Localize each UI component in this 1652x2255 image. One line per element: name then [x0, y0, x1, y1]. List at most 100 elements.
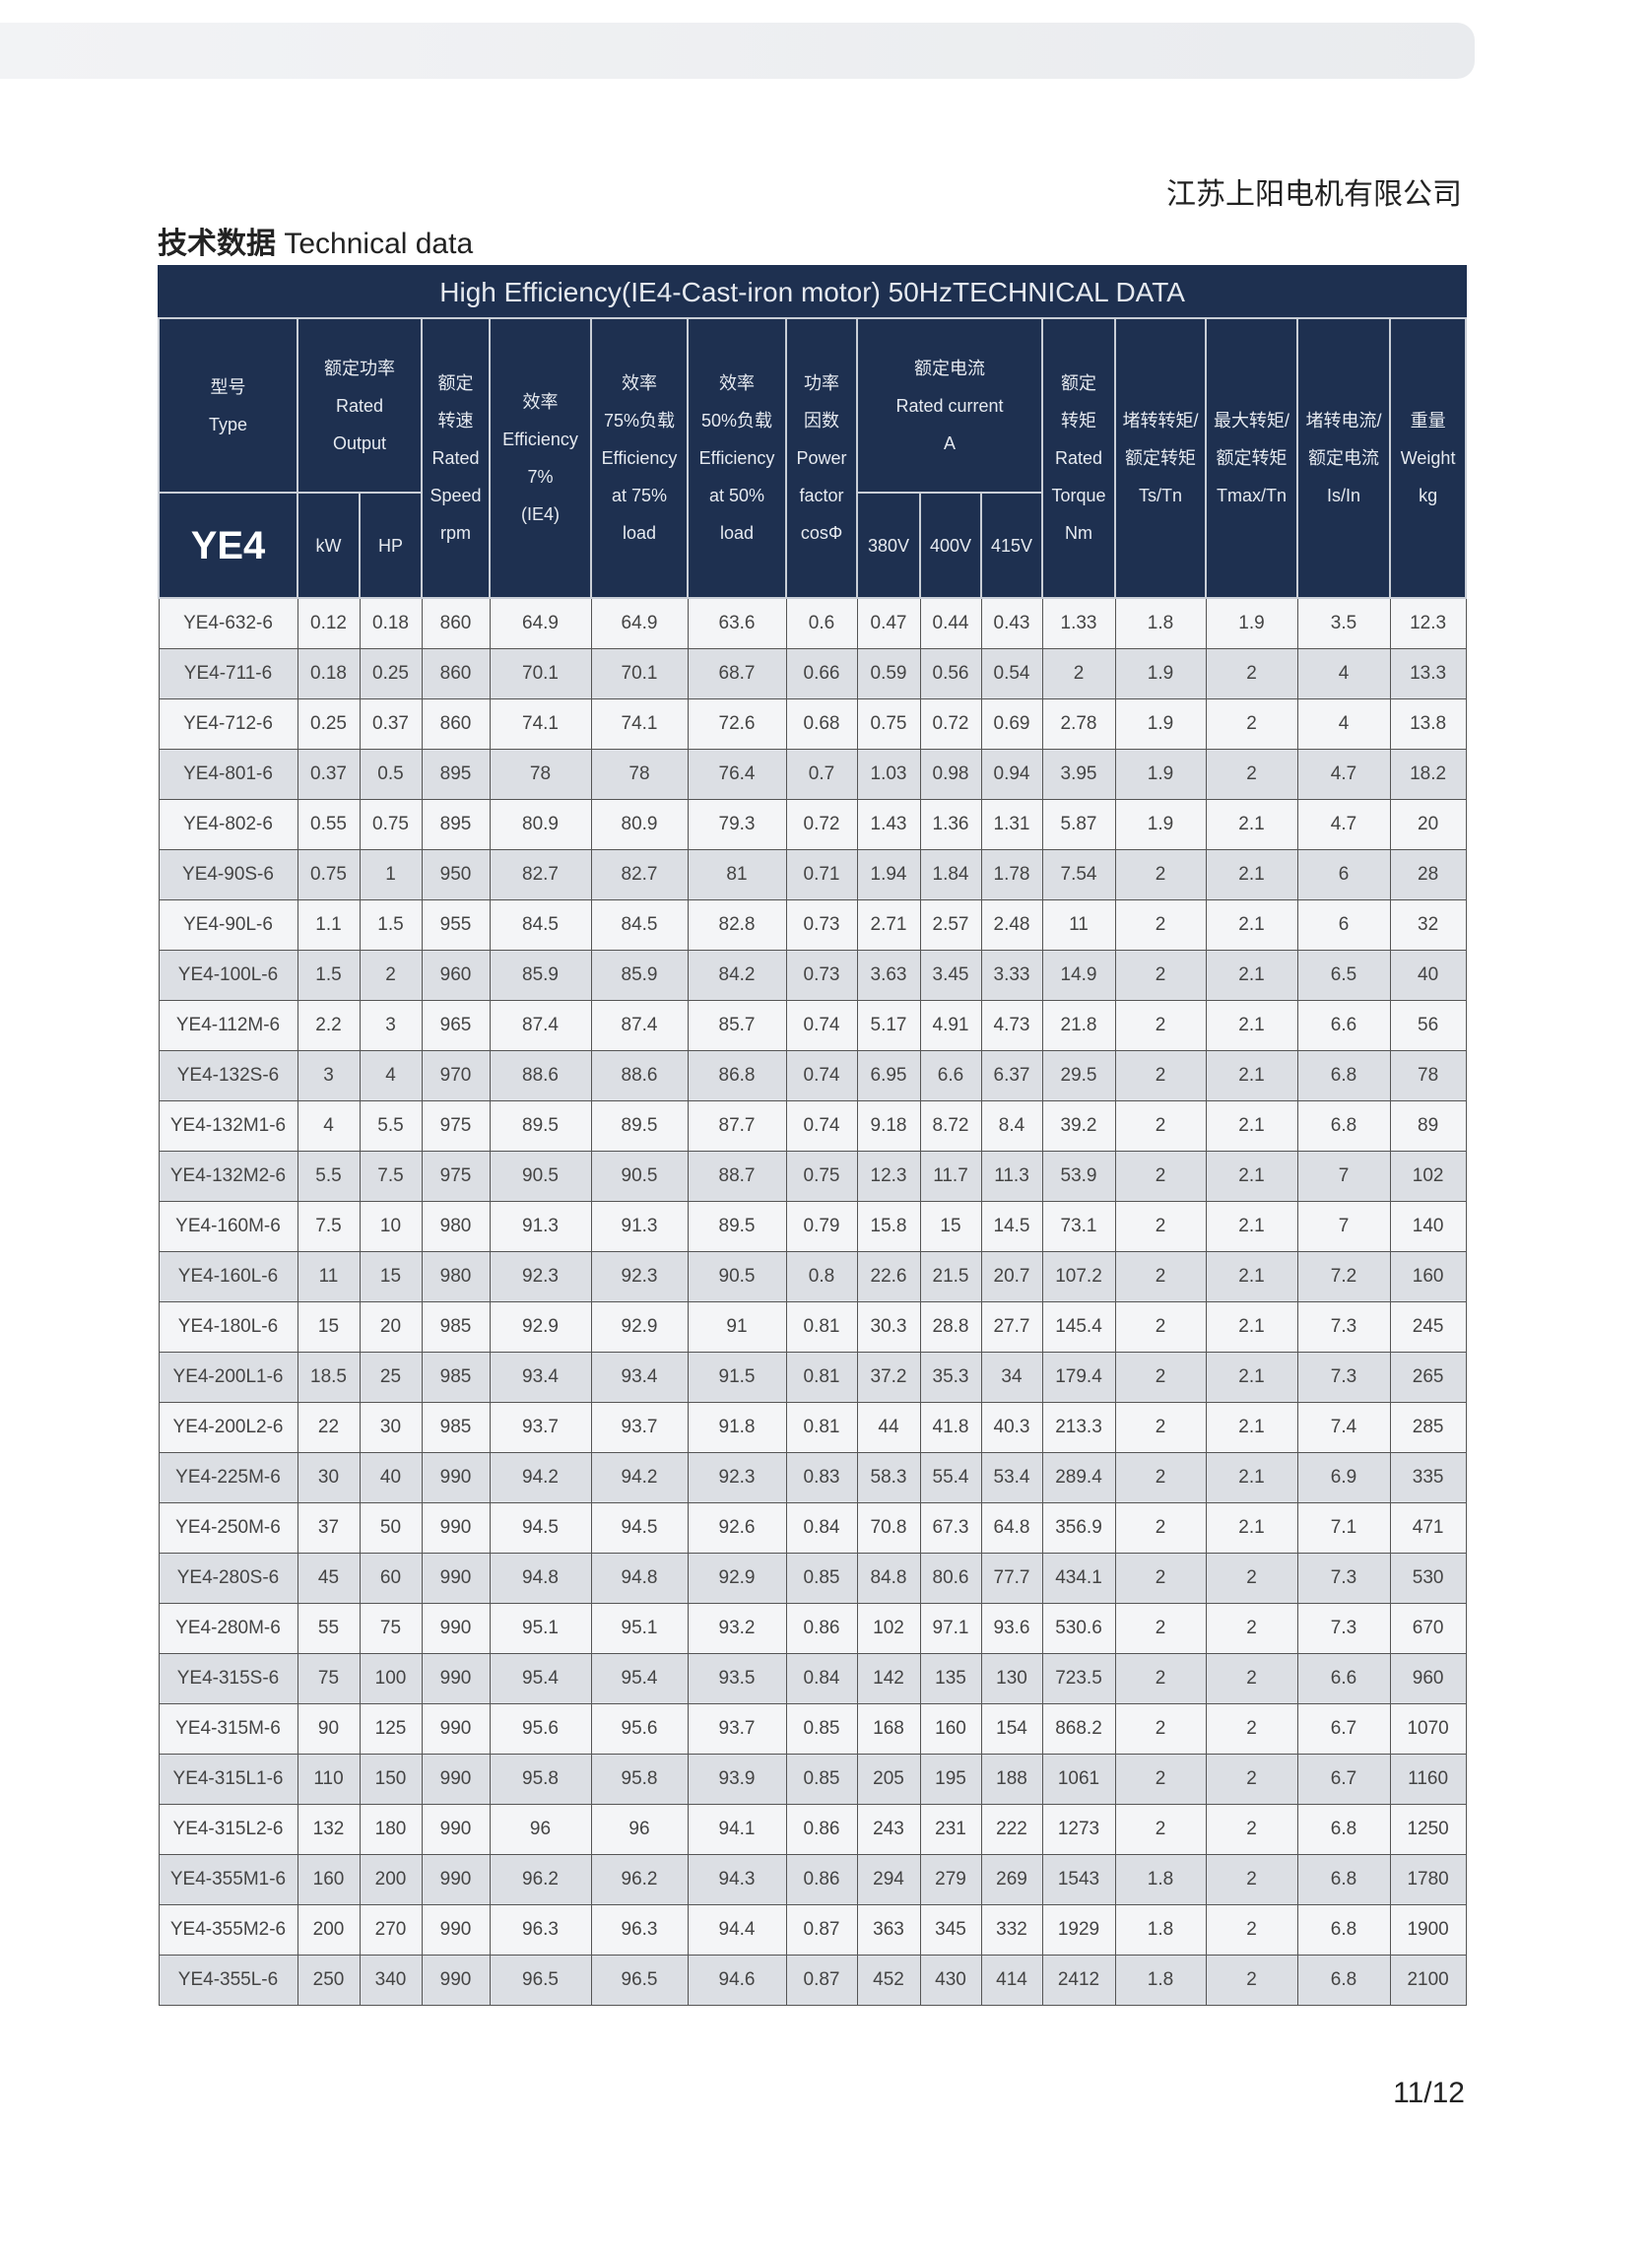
table-cell: 0.87 [785, 1955, 858, 2006]
table-cell: 96.3 [489, 1904, 592, 1956]
table-cell: 75 [359, 1603, 423, 1654]
table-row: YE4-132M1-6 4 5.5 975 89.5 89.5 87.7 0.74 9.18 8.… [158, 1100, 1467, 1152]
table-row: YE4-802-6 0.55 0.75 895 80.9 80.9 79.3 0.72 1.43… [158, 799, 1467, 850]
table-cell: 12.3 [856, 1151, 921, 1202]
table-cell: 132 [297, 1804, 361, 1855]
table-cell: 1.31 [980, 799, 1043, 850]
header-type: 型号 Type [158, 317, 298, 494]
table-cell: 6.95 [856, 1050, 921, 1101]
header-line: 型号 [210, 376, 246, 397]
table-row: YE4-90S-6 0.75 1 950 82.7 82.7 81 0.71 1.94 1.84 1… [158, 849, 1467, 900]
table-cell: 154 [980, 1703, 1043, 1755]
table-cell: 332 [980, 1904, 1043, 1956]
table-cell: 5.87 [1041, 799, 1116, 850]
header-hp: HP [359, 492, 423, 599]
table-cell: 0.86 [785, 1854, 858, 1905]
table-cell: 895 [421, 799, 491, 850]
table-cell: 3 [297, 1050, 361, 1101]
table-cell: 94.4 [687, 1904, 787, 1956]
header-eff75: 效率 75%负载 Efficiency at 75% load [590, 317, 689, 599]
table-cell: 0.71 [785, 849, 858, 900]
table-cell: 2 [1114, 1653, 1207, 1704]
table-cell: 95.6 [590, 1703, 689, 1755]
page-number: 11/12 [1393, 2077, 1465, 2109]
table-cell: 1.78 [980, 849, 1043, 900]
table-cell: 8.72 [919, 1100, 982, 1152]
table-cell: 4.7 [1296, 749, 1391, 800]
table-cell: 269 [980, 1854, 1043, 1905]
table-cell: 2 [1114, 1050, 1207, 1101]
table-cell: 6 [1296, 899, 1391, 951]
header-speed: 额定 转速 Rated Speed rpm [421, 317, 491, 599]
table-cell: 11 [1041, 899, 1116, 951]
table-cell: 2.1 [1205, 1352, 1298, 1403]
table-cell: 723.5 [1041, 1653, 1116, 1704]
table-cell: 8.4 [980, 1100, 1043, 1152]
table-cell: 73.1 [1041, 1201, 1116, 1252]
table-cell: 72.6 [687, 698, 787, 750]
table-cell: 471 [1389, 1502, 1467, 1554]
table-cell: 0.73 [785, 899, 858, 951]
table-cell: 89.5 [489, 1100, 592, 1152]
table-cell: 0.75 [297, 849, 361, 900]
table-cell: 0.18 [359, 597, 423, 649]
table-cell: 93.7 [687, 1703, 787, 1755]
table-cell: 2 [1114, 1201, 1207, 1252]
table-cell: 96.5 [489, 1955, 592, 2006]
table-cell: 90.5 [687, 1251, 787, 1302]
table-cell: 363 [856, 1904, 921, 1956]
table-cell: 2 [1114, 1452, 1207, 1503]
table-row: YE4-200L2-6 22 30 985 93.7 93.7 91.8 0.81 44 41.8… [158, 1402, 1467, 1453]
table-cell: 1900 [1389, 1904, 1467, 1956]
header-line: load [719, 523, 755, 543]
table-row: YE4-100L-6 1.5 2 960 85.9 85.9 84.2 0.73 3.63 3.4… [158, 950, 1467, 1001]
header-line: 额定电流 [1308, 448, 1379, 468]
table-cell: 11.7 [919, 1151, 982, 1202]
table-cell: 93.4 [590, 1352, 689, 1403]
table-cell: 1.9 [1205, 597, 1298, 649]
table-cell: 84.5 [489, 899, 592, 951]
table-cell: 2 [1114, 1301, 1207, 1353]
table-cell: 92.6 [687, 1502, 787, 1554]
table-cell: 2 [1114, 1502, 1207, 1554]
table-cell: 84.2 [687, 950, 787, 1001]
table-cell: 15.8 [856, 1201, 921, 1252]
table-cell: 340 [359, 1955, 423, 2006]
table-cell: 11 [297, 1251, 361, 1302]
cell-type: YE4-160M-6 [158, 1201, 298, 1252]
table-cell: 56 [1389, 1000, 1467, 1051]
table-cell: 0.72 [785, 799, 858, 850]
technical-data-table: High Efficiency(IE4-Cast-iron motor) 50H… [157, 265, 1468, 2006]
table-cell: 985 [421, 1301, 491, 1353]
table-row: YE4-315L2-6 132 180 990 96 96 94.1 0.86 243 231 22… [158, 1804, 1467, 1855]
table-cell: 9.18 [856, 1100, 921, 1152]
table-cell: 2.1 [1205, 1050, 1298, 1101]
header-torque: 额定 转矩 Rated Torque Nm [1041, 317, 1116, 599]
table-cell: 21.8 [1041, 1000, 1116, 1051]
table-cell: 6.5 [1296, 950, 1391, 1001]
table-cell: 64.8 [980, 1502, 1043, 1554]
table-cell: 0.8 [785, 1251, 858, 1302]
table-cell: 335 [1389, 1452, 1467, 1503]
table-cell: 92.3 [489, 1251, 592, 1302]
table-cell: 2 [1114, 1754, 1207, 1805]
table-cell: 1.9 [1114, 648, 1207, 699]
table-cell: 2.1 [1205, 1502, 1298, 1554]
table-cell: 44 [856, 1402, 921, 1453]
cell-type: YE4-100L-6 [158, 950, 298, 1001]
table-cell: 28 [1389, 849, 1467, 900]
cell-type: YE4-132M2-6 [158, 1151, 298, 1202]
table-cell: 53.9 [1041, 1151, 1116, 1202]
table-cell: 4 [359, 1050, 423, 1101]
table-cell: 93.6 [980, 1603, 1043, 1654]
table-cell: 2.1 [1205, 950, 1298, 1001]
table-cell: 89.5 [687, 1201, 787, 1252]
table-cell: 960 [421, 950, 491, 1001]
table-cell: 18.5 [297, 1352, 361, 1403]
table-cell: 965 [421, 1000, 491, 1051]
header-line: Type [208, 414, 248, 434]
section-title-cn: 技术数据 [158, 228, 276, 260]
table-cell: 130 [980, 1653, 1043, 1704]
header-ts-tn: 堵转转矩/额定转矩 Ts/Tn [1114, 317, 1207, 599]
table-cell: 14.9 [1041, 950, 1116, 1001]
